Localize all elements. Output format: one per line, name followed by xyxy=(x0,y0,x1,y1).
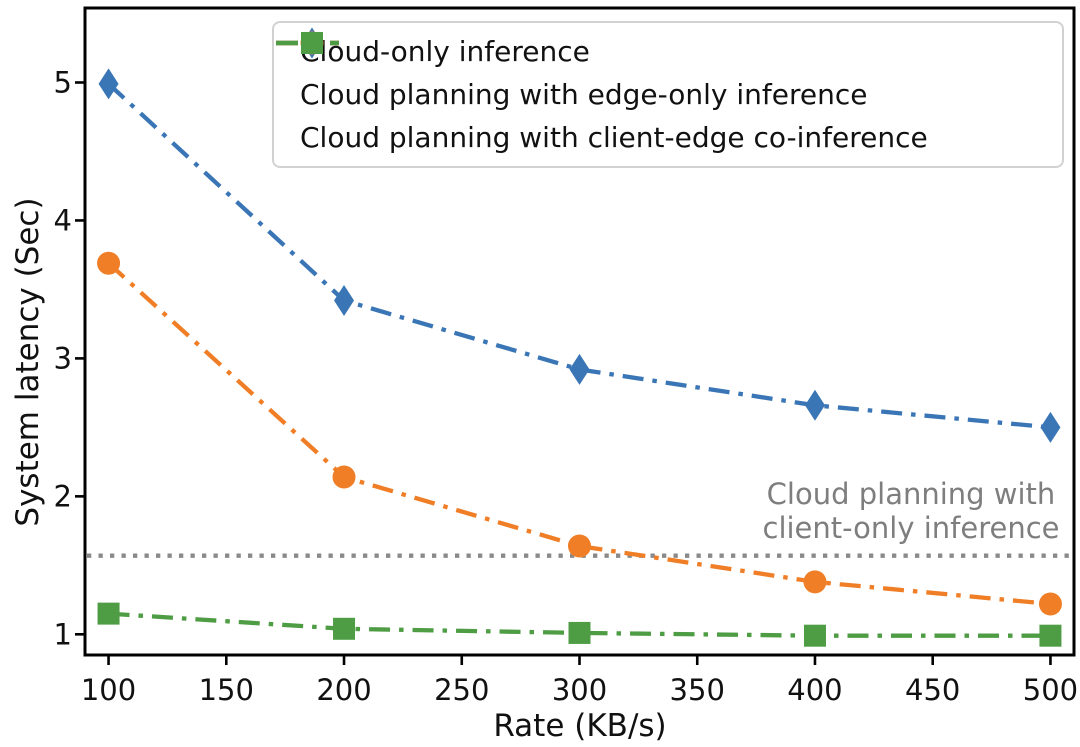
x-tick-label: 150 xyxy=(199,673,254,707)
x-tick-label: 100 xyxy=(81,673,136,707)
data-point-thin-diamond xyxy=(804,389,825,421)
legend-item-edge-only: Cloud planning with edge-only inference xyxy=(276,31,1052,116)
x-tick-label: 400 xyxy=(787,673,842,707)
y-tick-label: 2 xyxy=(54,479,72,513)
legend-marker-square-icon xyxy=(276,32,346,54)
x-tick-label: 500 xyxy=(1023,673,1078,707)
legend-marker-square xyxy=(301,32,323,54)
legend-item-cloud-only: Cloud-only inference xyxy=(276,27,1052,73)
y-tick-label: 3 xyxy=(54,341,72,375)
data-point-circle xyxy=(803,570,827,594)
y-axis-title: System latency (Sec) xyxy=(10,197,46,527)
x-axis-title: Rate (KB/s) xyxy=(493,708,667,744)
data-point-thin-diamond xyxy=(569,353,590,385)
data-point-square xyxy=(803,624,826,647)
data-point-circle xyxy=(568,534,591,558)
series-line-1 xyxy=(107,261,1051,607)
y-tick-label: 5 xyxy=(54,65,72,99)
reference-line-label-line1: Cloud planning with xyxy=(766,477,1056,511)
y-tick-label: 1 xyxy=(54,617,72,651)
series-line-2 xyxy=(108,611,1051,638)
data-point-thin-diamond xyxy=(1040,411,1061,443)
legend: Cloud-only inference Cloud planning with… xyxy=(272,21,1064,168)
x-tick-label: 450 xyxy=(905,673,960,707)
x-tick-label: 350 xyxy=(670,673,725,707)
data-point-square xyxy=(333,617,356,640)
data-point-thin-diamond xyxy=(334,284,355,316)
legend-label: Cloud-only inference xyxy=(300,35,590,68)
data-point-circle xyxy=(97,251,121,275)
data-point-circle xyxy=(1038,592,1062,616)
series-line-0 xyxy=(107,82,1051,430)
data-point-square xyxy=(1039,624,1062,647)
data-point-square xyxy=(568,621,591,644)
legend-label: Cloud planning with edge-only inference xyxy=(300,78,868,111)
reference-line-label: Cloud planning with client-only inferenc… xyxy=(750,477,1072,545)
x-tick-label: 200 xyxy=(316,673,371,707)
data-point-square xyxy=(97,602,120,625)
x-tick-label: 250 xyxy=(434,673,489,707)
data-point-circle xyxy=(332,465,356,489)
legend-item-client-edge: Cloud planning with client-edge co-infer… xyxy=(276,32,1052,159)
data-point-thin-diamond xyxy=(98,68,119,100)
y-tick-label: 4 xyxy=(54,203,72,237)
x-tick-label: 300 xyxy=(552,673,607,707)
legend-label: Cloud planning with client-edge co-infer… xyxy=(300,121,928,154)
reference-line-label-line2: client-only inference xyxy=(762,511,1060,545)
